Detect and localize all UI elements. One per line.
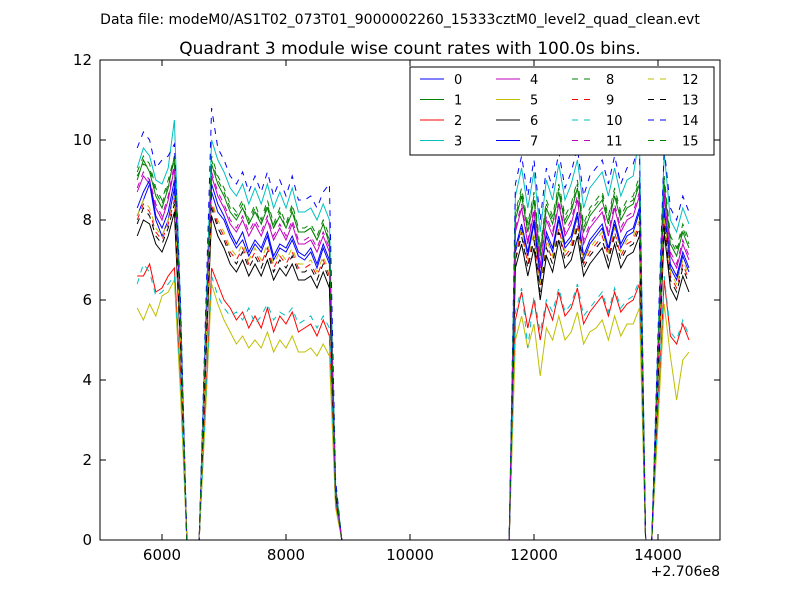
plot-lines [136, 107, 690, 541]
series-line-7 [136, 178, 690, 541]
legend-label-15: 15 [682, 135, 699, 150]
legend-label-0: 0 [454, 73, 462, 88]
x-tick-label: 12000 [510, 546, 558, 564]
y-tick-label: 8 [82, 211, 92, 229]
chart-title: Quadrant 3 module wise count rates with … [179, 39, 640, 59]
series-line-4 [136, 167, 690, 541]
legend-label-11: 11 [606, 135, 623, 150]
legend-label-5: 5 [530, 94, 538, 109]
series-line-3 [136, 119, 690, 541]
legend-label-13: 13 [682, 94, 699, 109]
series-line-1 [136, 155, 690, 541]
series-line-6 [136, 211, 690, 541]
y-tick-label: 12 [73, 51, 92, 69]
series-line-11 [136, 163, 690, 541]
series-line-12 [136, 195, 690, 541]
suptitle: Data file: modeM0/AS1T02_073T01_90000022… [100, 12, 700, 28]
y-tick-label: 4 [82, 371, 92, 389]
legend-label-6: 6 [530, 114, 538, 129]
series-line-15 [136, 159, 690, 541]
series-line-2 [137, 262, 690, 541]
y-tick-label: 10 [73, 131, 92, 149]
legend-label-3: 3 [454, 135, 462, 150]
series-line-8 [136, 154, 690, 541]
series-line-5 [136, 278, 690, 541]
x-tick-label: 10000 [386, 546, 434, 564]
y-tick-label: 6 [82, 291, 92, 309]
legend-label-1: 1 [454, 94, 462, 109]
series-line-13 [136, 203, 690, 541]
legend-label-10: 10 [606, 114, 623, 129]
x-offset-label: +2.706e8 [651, 564, 720, 580]
x-tick-label: 6000 [143, 546, 181, 564]
x-tick-label: 8000 [267, 546, 305, 564]
series-line-0 [136, 182, 690, 541]
series-line-10 [136, 262, 690, 541]
series-line-9 [136, 199, 690, 541]
legend-label-14: 14 [682, 114, 699, 129]
y-tick-label: 2 [82, 451, 92, 469]
x-tick-label: 14000 [634, 546, 682, 564]
y-tick-label: 0 [82, 531, 92, 549]
series-line-14 [136, 107, 690, 541]
legend-label-12: 12 [682, 73, 699, 88]
legend-label-9: 9 [606, 94, 614, 109]
legend-label-4: 4 [530, 73, 538, 88]
legend-label-7: 7 [530, 135, 538, 150]
legend-label-8: 8 [606, 73, 614, 88]
legend-label-2: 2 [454, 114, 462, 129]
